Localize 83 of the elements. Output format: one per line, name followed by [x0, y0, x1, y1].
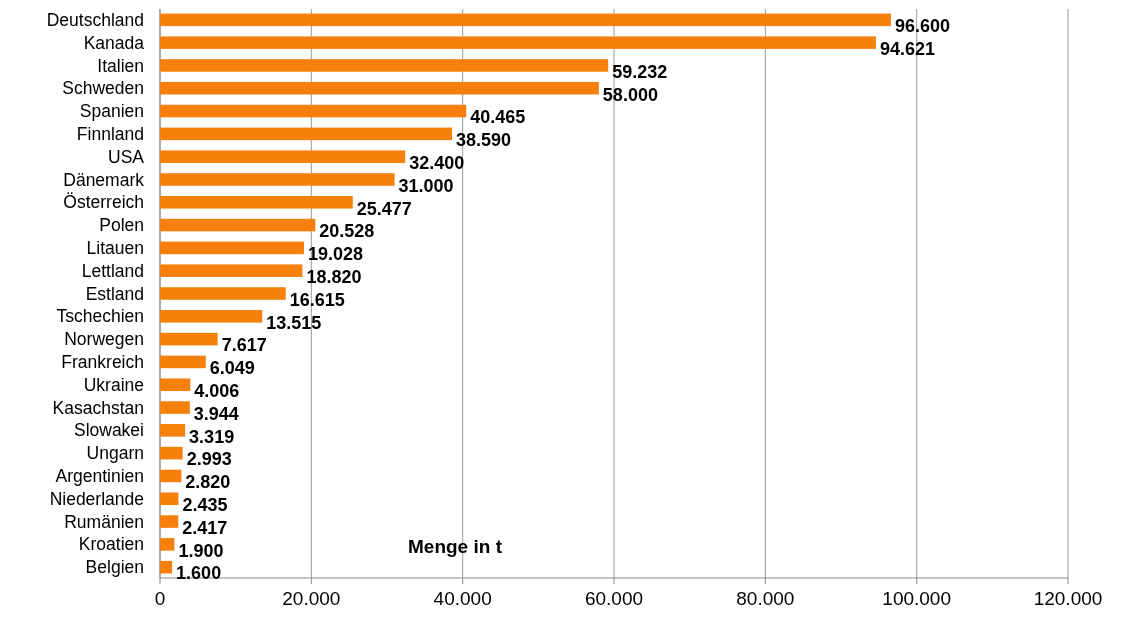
- data-label: 13.515: [266, 312, 322, 333]
- bar: [160, 218, 316, 232]
- data-label: 40.465: [470, 107, 526, 128]
- x-tick-label: 0: [154, 588, 166, 609]
- data-label: 19.028: [307, 244, 364, 265]
- data-label: 1.900: [178, 540, 224, 561]
- data-label: 31.000: [398, 175, 454, 196]
- bar: [160, 401, 190, 414]
- bar: [160, 310, 263, 323]
- data-label: 96.600: [894, 16, 950, 37]
- y-tick-label: Dänemark: [63, 169, 145, 190]
- bar: [160, 378, 191, 391]
- data-label: 94.621: [879, 38, 936, 59]
- y-tick-label: Ungarn: [86, 443, 144, 464]
- bar: [160, 81, 599, 95]
- y-tick-label: Deutschland: [46, 9, 144, 30]
- data-label: 20.528: [319, 221, 375, 242]
- data-label: 32.400: [409, 152, 465, 173]
- bar: [160, 127, 452, 141]
- bar: [160, 13, 891, 27]
- y-tick-label: Estland: [85, 283, 144, 304]
- bar: [160, 150, 406, 163]
- y-tick-label: Österreich: [63, 192, 144, 213]
- y-tick-label: Litauen: [86, 238, 144, 259]
- data-label: 2.417: [182, 517, 228, 538]
- x-tick-label: 120.000: [1033, 588, 1103, 609]
- x-tick-label: 60.000: [584, 588, 644, 609]
- y-tick-label: Kroatien: [78, 534, 144, 555]
- bar: [160, 538, 175, 551]
- x-tick-label: 20.000: [282, 588, 341, 609]
- bar: [160, 104, 467, 118]
- y-tick-label: Belgien: [85, 557, 144, 578]
- x-tick-label: 40.000: [433, 588, 492, 609]
- data-label: 6.049: [209, 358, 255, 379]
- bar: [160, 424, 186, 437]
- x-axis-title: Menge in t: [408, 536, 503, 557]
- bar: [160, 446, 183, 460]
- y-tick-label: Lettland: [81, 260, 144, 281]
- bar: [160, 287, 286, 300]
- x-tick-label: 100.000: [882, 588, 952, 609]
- y-tick-label: Argentinien: [55, 466, 144, 487]
- data-label: 1.600: [176, 563, 222, 584]
- y-tick-label: Italien: [97, 55, 144, 76]
- bar: [160, 560, 173, 574]
- y-tick-label: Finnland: [76, 123, 144, 144]
- bar: [160, 173, 395, 186]
- bar: [160, 469, 182, 483]
- bar: [160, 515, 179, 528]
- data-label: 2.820: [185, 472, 231, 493]
- data-label: 3.944: [193, 403, 239, 424]
- y-tick-label: Slowakei: [73, 420, 144, 441]
- y-tick-label: Kanada: [83, 32, 145, 53]
- y-tick-label: Niederlande: [49, 488, 144, 509]
- data-label: 2.435: [182, 495, 228, 516]
- bar: [160, 264, 303, 277]
- y-tick-label: Tschechien: [56, 306, 144, 327]
- y-tick-label: Ukraine: [83, 374, 144, 395]
- y-tick-label: Schweden: [62, 78, 144, 99]
- data-label: 25.477: [356, 198, 412, 219]
- bar: [160, 355, 206, 369]
- data-label: 4.006: [194, 381, 240, 402]
- y-tick-label: Spanien: [79, 101, 144, 122]
- y-tick-label: Frankreich: [61, 352, 144, 373]
- y-tick-label: Rumänien: [64, 511, 144, 532]
- data-label: 7.617: [221, 335, 267, 356]
- data-label: 58.000: [602, 84, 658, 105]
- y-tick-label: Kasachstan: [52, 397, 144, 418]
- bar: [160, 36, 876, 49]
- y-tick-label: Norwegen: [64, 329, 144, 350]
- data-label: 18.820: [306, 266, 362, 287]
- data-label: 38.590: [456, 130, 512, 151]
- y-tick-label: Polen: [99, 215, 144, 236]
- y-tick-label: USA: [108, 146, 145, 167]
- x-tick-label: 80.000: [736, 588, 795, 609]
- bar: [160, 241, 304, 255]
- data-label: 2.993: [186, 449, 232, 470]
- bar: [160, 492, 179, 506]
- data-label: 3.319: [189, 426, 235, 447]
- data-label: 59.232: [612, 61, 668, 82]
- bar: [160, 196, 353, 209]
- data-label: 16.615: [289, 289, 345, 310]
- bar: [160, 332, 218, 346]
- bar: [160, 59, 609, 72]
